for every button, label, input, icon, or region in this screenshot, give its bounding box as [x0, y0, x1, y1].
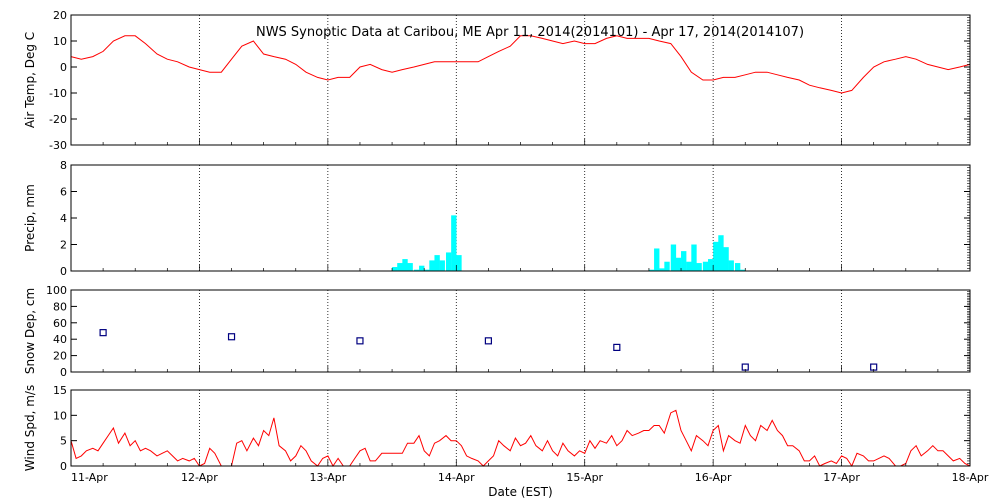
- precip-bar: [439, 260, 445, 271]
- precip-bar: [419, 265, 425, 271]
- precip-bar: [686, 261, 692, 271]
- panel-3: [70, 389, 971, 468]
- y-tick-label: -10: [49, 87, 67, 100]
- x-tick-label: 11-Apr: [71, 471, 108, 484]
- precip-bar: [397, 263, 403, 271]
- y-tick-label: 60: [53, 317, 67, 330]
- x-tick-label: 17-Apr: [823, 471, 860, 484]
- y-axis-label: Air Temp, Deg C: [23, 32, 37, 128]
- snow-depth-point: [227, 333, 236, 341]
- y-axis-label: Precip, mm: [23, 184, 37, 252]
- precip-bar: [654, 248, 660, 271]
- panel-frame: [70, 164, 971, 272]
- panel-1: [70, 164, 971, 272]
- precip-bar: [392, 267, 398, 271]
- y-tick-label: 0: [60, 460, 67, 473]
- y-tick-label: -30: [49, 139, 67, 152]
- panel-frame: [70, 389, 971, 467]
- y-tick-label: 0: [60, 61, 67, 74]
- precip-bar: [728, 260, 734, 271]
- precip-bar: [670, 244, 677, 271]
- y-tick-label: 20: [53, 9, 67, 22]
- chart-title: NWS Synoptic Data at Caribou, ME Apr 11,…: [256, 25, 804, 40]
- precip-bar: [723, 247, 729, 271]
- precip-bar: [681, 251, 687, 271]
- precip-bar: [734, 263, 741, 271]
- precip-bar: [664, 261, 670, 271]
- x-tick-label: 15-Apr: [566, 471, 603, 484]
- precip-bar: [424, 269, 430, 271]
- precip-bar: [413, 269, 420, 271]
- y-tick-label: 2: [60, 239, 67, 252]
- panel-2: [70, 289, 971, 373]
- panel-frame: [70, 289, 971, 373]
- air-temp-line: [70, 35, 971, 94]
- y-tick-label: 0: [60, 366, 67, 379]
- precip-bar: [456, 255, 462, 271]
- x-tick-label: 13-Apr: [309, 471, 346, 484]
- panel-0: [70, 14, 971, 146]
- y-tick-label: 100: [46, 284, 67, 297]
- y-tick-label: 8: [60, 159, 67, 172]
- precip-bar: [451, 215, 457, 271]
- x-tick-label: 16-Apr: [695, 471, 732, 484]
- precip-bar: [718, 235, 724, 271]
- y-tick-label: 10: [53, 409, 67, 422]
- snow-depth-point: [484, 337, 492, 345]
- precip-bar: [702, 261, 709, 271]
- x-tick-label: 18-Apr: [952, 471, 989, 484]
- y-axis-label: Wind Spd, m/s: [23, 385, 37, 471]
- precip-bar: [713, 241, 719, 271]
- precip-bar: [708, 259, 714, 271]
- snow-depth-point: [356, 337, 364, 345]
- precip-bar: [407, 263, 413, 271]
- y-tick-label: 0: [60, 265, 67, 278]
- precip-bar: [434, 255, 440, 271]
- y-axis-label: Snow Dep, cm: [23, 288, 37, 374]
- precip-bar: [446, 252, 452, 271]
- y-tick-label: 20: [53, 350, 67, 363]
- precip-bar: [402, 259, 408, 271]
- precip-bar: [429, 260, 435, 271]
- y-tick-label: 4: [60, 212, 67, 225]
- x-tick-label: 14-Apr: [438, 471, 475, 484]
- precip-bar: [659, 268, 665, 271]
- y-tick-label: 10: [53, 35, 67, 48]
- y-tick-label: 15: [53, 384, 67, 397]
- precip-bar: [675, 257, 682, 271]
- x-tick-label: 12-Apr: [181, 471, 218, 484]
- snow-depth-point: [99, 329, 107, 337]
- precip-bar: [740, 269, 746, 271]
- y-tick-label: 40: [53, 333, 67, 346]
- y-tick-label: 80: [53, 300, 67, 313]
- y-tick-label: 5: [60, 435, 67, 448]
- x-axis-label: Date (EST): [488, 485, 552, 499]
- precip-bar: [691, 244, 697, 271]
- snow-depth-point: [613, 343, 621, 351]
- y-tick-label: 6: [60, 186, 67, 199]
- y-tick-label: -20: [49, 113, 67, 126]
- wind-speed-line: [70, 409, 971, 468]
- precip-bar: [648, 269, 655, 271]
- precip-bar: [696, 263, 702, 271]
